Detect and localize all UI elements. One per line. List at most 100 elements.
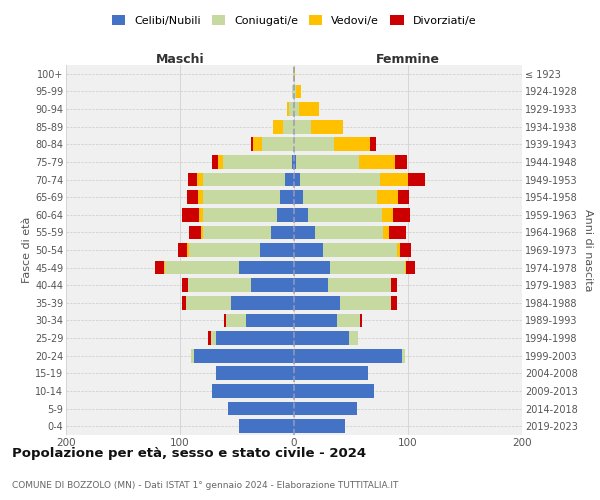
Bar: [217, 331, 294, 345]
Bar: [217, 366, 294, 380]
Bar: [296, 84, 301, 98]
Bar: [294, 67, 295, 80]
Bar: [294, 402, 356, 415]
Bar: [199, 208, 203, 222]
Bar: [226, 314, 246, 328]
Bar: [292, 84, 294, 98]
Bar: [294, 155, 296, 169]
Bar: [228, 402, 294, 415]
Text: Femmine: Femmine: [376, 53, 440, 66]
Bar: [359, 155, 395, 169]
Bar: [400, 243, 412, 257]
Bar: [380, 172, 408, 186]
Bar: [289, 102, 294, 116]
Bar: [331, 260, 404, 274]
Bar: [303, 190, 377, 204]
Bar: [285, 172, 294, 186]
Bar: [188, 278, 251, 292]
Bar: [239, 260, 294, 274]
Bar: [340, 296, 391, 310]
Bar: [294, 172, 300, 186]
Bar: [223, 155, 292, 169]
Bar: [212, 155, 218, 169]
Bar: [294, 84, 296, 98]
Bar: [274, 120, 283, 134]
Bar: [296, 155, 359, 169]
Bar: [164, 260, 165, 274]
Bar: [253, 138, 262, 151]
Bar: [403, 349, 404, 362]
Bar: [188, 172, 197, 186]
Bar: [294, 120, 311, 134]
Bar: [382, 208, 393, 222]
Bar: [218, 155, 223, 169]
Bar: [232, 296, 294, 310]
Bar: [189, 243, 260, 257]
Bar: [383, 226, 389, 239]
Bar: [280, 190, 294, 204]
Bar: [308, 208, 382, 222]
Bar: [203, 226, 271, 239]
Bar: [155, 260, 164, 274]
Bar: [294, 226, 314, 239]
Bar: [293, 67, 294, 80]
Bar: [294, 138, 334, 151]
Bar: [182, 208, 199, 222]
Bar: [393, 208, 410, 222]
Bar: [300, 172, 380, 186]
Bar: [314, 226, 383, 239]
Bar: [294, 366, 368, 380]
Bar: [165, 260, 239, 274]
Bar: [294, 314, 337, 328]
Bar: [203, 190, 280, 204]
Bar: [187, 190, 198, 204]
Bar: [294, 190, 303, 204]
Bar: [377, 190, 398, 204]
Bar: [182, 296, 186, 310]
Bar: [271, 226, 294, 239]
Bar: [182, 278, 188, 292]
Bar: [389, 226, 406, 239]
Bar: [197, 172, 203, 186]
Bar: [262, 138, 294, 151]
Bar: [209, 331, 211, 345]
Text: Maschi: Maschi: [155, 53, 205, 66]
Legend: Celibi/Nubili, Coniugati/e, Vedovi/e, Divorziati/e: Celibi/Nubili, Coniugati/e, Vedovi/e, Di…: [112, 15, 476, 26]
Bar: [198, 190, 203, 204]
Bar: [294, 331, 349, 345]
Bar: [194, 349, 294, 362]
Y-axis label: Anni di nascita: Anni di nascita: [583, 209, 593, 291]
Bar: [299, 102, 319, 116]
Bar: [178, 243, 187, 257]
Bar: [189, 226, 200, 239]
Bar: [283, 120, 294, 134]
Bar: [239, 420, 294, 433]
Text: Popolazione per età, sesso e stato civile - 2024: Popolazione per età, sesso e stato civil…: [12, 448, 366, 460]
Bar: [292, 155, 294, 169]
Bar: [323, 243, 397, 257]
Bar: [398, 190, 409, 204]
Bar: [211, 331, 217, 345]
Bar: [294, 296, 340, 310]
Bar: [294, 349, 403, 362]
Bar: [294, 208, 308, 222]
Bar: [337, 314, 360, 328]
Bar: [294, 384, 374, 398]
Bar: [203, 208, 277, 222]
Text: COMUNE DI BOZZOLO (MN) - Dati ISTAT 1° gennaio 2024 - Elaborazione TUTTITALIA.IT: COMUNE DI BOZZOLO (MN) - Dati ISTAT 1° g…: [12, 480, 398, 490]
Bar: [391, 278, 397, 292]
Bar: [349, 331, 358, 345]
Bar: [334, 138, 370, 151]
Bar: [408, 172, 425, 186]
Bar: [251, 278, 294, 292]
Bar: [191, 349, 194, 362]
Bar: [277, 208, 294, 222]
Bar: [212, 384, 294, 398]
Y-axis label: Fasce di età: Fasce di età: [22, 217, 32, 283]
Bar: [311, 120, 343, 134]
Bar: [251, 138, 253, 151]
Bar: [294, 260, 331, 274]
Bar: [224, 314, 226, 328]
Bar: [395, 155, 407, 169]
Bar: [397, 243, 400, 257]
